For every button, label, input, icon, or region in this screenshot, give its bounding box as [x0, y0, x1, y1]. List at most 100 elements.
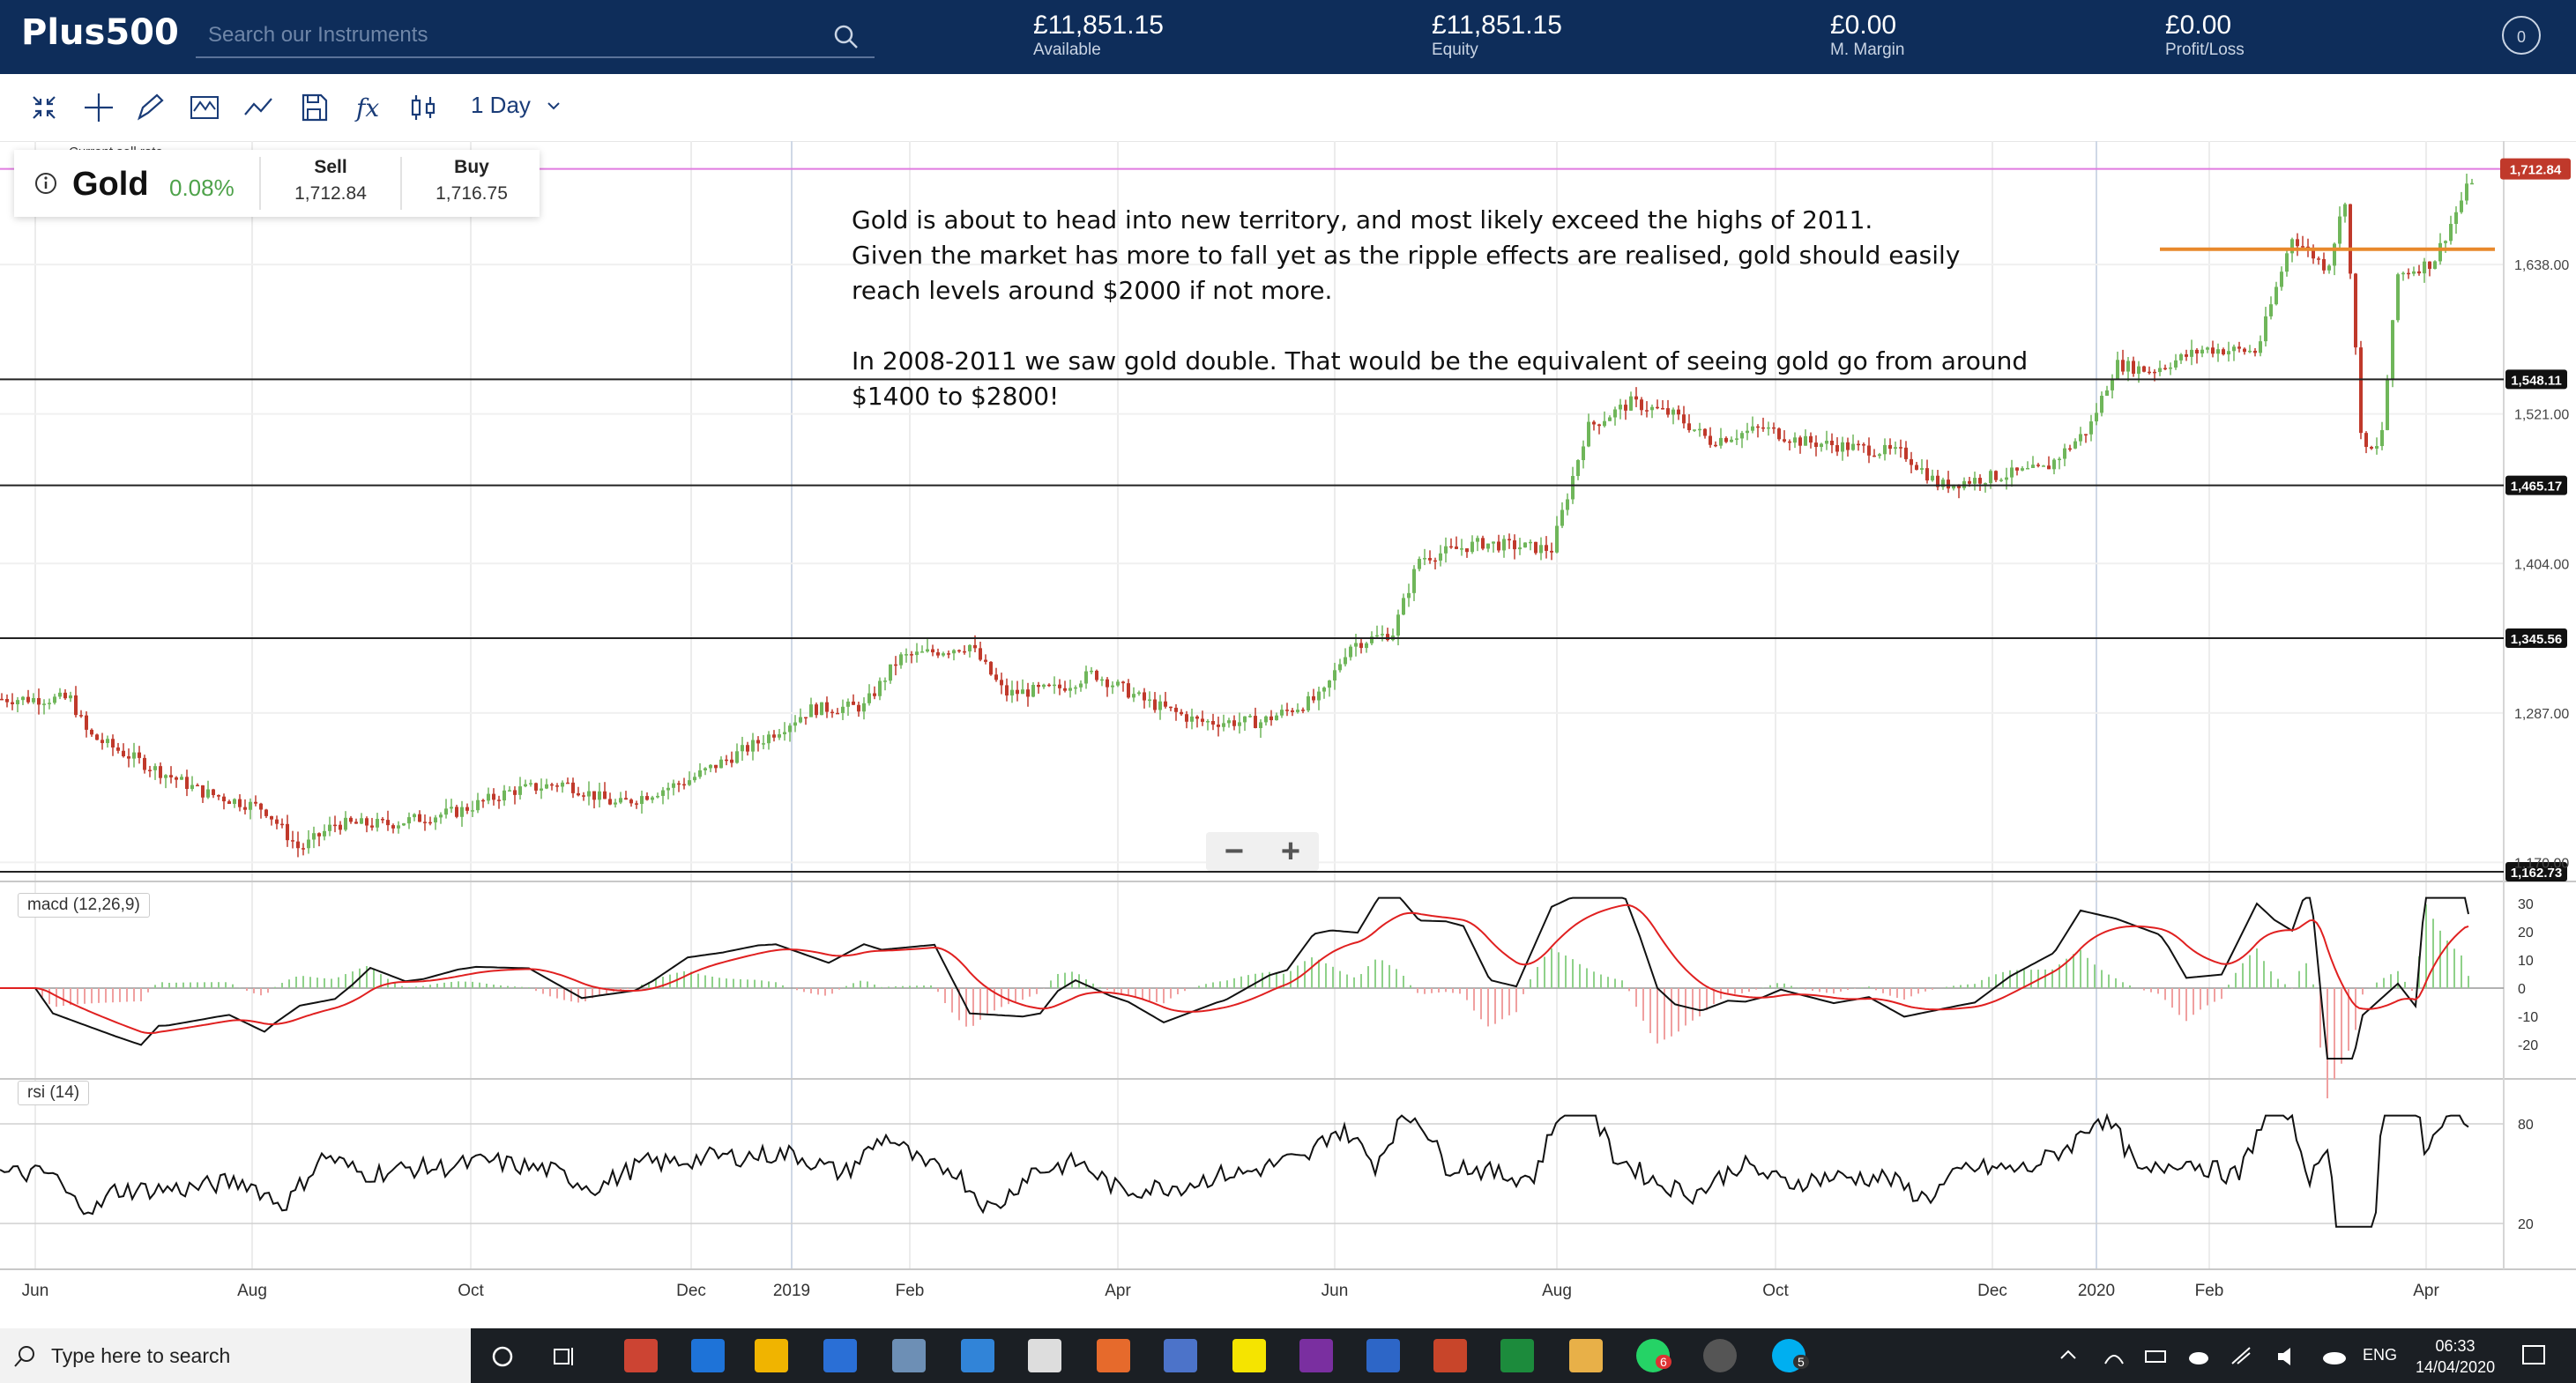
tray-chevron-up-icon[interactable] — [2059, 1348, 2077, 1362]
account-button[interactable]: 0 — [2502, 16, 2541, 55]
app-icon-5[interactable] — [1500, 1339, 1534, 1372]
candle-body — [492, 793, 495, 800]
volume-icon[interactable] — [2274, 1344, 2299, 1369]
search-input[interactable] — [206, 21, 809, 49]
candle-body — [730, 759, 733, 763]
file-explorer-icon[interactable] — [755, 1339, 788, 1372]
candle-body — [603, 791, 607, 799]
sticky-notes-icon[interactable] — [1232, 1339, 1266, 1372]
chevron-down-icon[interactable] — [545, 97, 562, 115]
cloud-icon[interactable] — [2186, 1346, 2211, 1367]
instrument-search[interactable] — [196, 16, 875, 58]
candle-body — [666, 787, 670, 791]
onenote-icon[interactable] — [1299, 1339, 1333, 1372]
firefox-icon[interactable] — [1097, 1339, 1130, 1372]
candle-body — [592, 791, 596, 800]
candle-body — [190, 784, 194, 790]
macd-tick-label: 30 — [2518, 897, 2534, 912]
candle-body — [2380, 429, 2384, 447]
battery-icon[interactable] — [2144, 1346, 2169, 1367]
candle-body — [2349, 204, 2352, 274]
plus500-logo[interactable]: Plus500 — [21, 12, 179, 53]
crosshair-icon[interactable] — [81, 90, 116, 125]
clock-date: 14/04/2020 — [2416, 1358, 2496, 1376]
task-view-icon[interactable] — [552, 1344, 577, 1369]
candle-body — [106, 739, 109, 744]
app-icon-1[interactable] — [624, 1339, 658, 1372]
candle-body — [1248, 716, 1252, 718]
macd-tick-label: -20 — [2518, 1038, 2538, 1053]
candle-body — [32, 698, 35, 703]
sell-button[interactable]: Sell 1,712.84 — [264, 157, 397, 204]
candle-body — [2015, 467, 2019, 471]
rsi-label[interactable]: rsi (14) — [18, 1081, 90, 1105]
store-icon[interactable] — [823, 1339, 857, 1372]
candle-body — [2433, 261, 2437, 269]
search-icon[interactable] — [832, 23, 860, 51]
price-chart[interactable]: 1,548.11 1,465.17 1,345.56 1,162.73 1,712.84… — [0, 0, 2576, 1328]
timeframe-select[interactable]: 1 Day — [471, 92, 531, 118]
candle-body — [2211, 347, 2215, 354]
candlestick-icon[interactable] — [406, 90, 441, 125]
candle-body — [212, 789, 215, 796]
candle-body — [979, 648, 982, 660]
candle-body — [222, 796, 226, 802]
candle-body — [2370, 447, 2373, 449]
candle-body — [1359, 643, 1363, 649]
candle-body — [1587, 421, 1590, 447]
candle-body — [1735, 438, 1738, 440]
time-axis-label: Apr — [2413, 1282, 2439, 1300]
candle-body — [1254, 716, 1257, 728]
candle-body — [2354, 273, 2357, 348]
line-chart-icon[interactable] — [187, 90, 222, 125]
candle-body — [1423, 558, 1426, 560]
candle-body — [1872, 455, 1876, 457]
trend-icon[interactable] — [242, 90, 277, 125]
buy-button[interactable]: Buy 1,716.75 — [406, 157, 538, 204]
app-icon-3[interactable] — [1164, 1339, 1197, 1372]
candle-body — [1238, 722, 1241, 726]
app-icon-4[interactable] — [1366, 1339, 1400, 1372]
taskbar-clock[interactable]: 06:33 14/04/2020 — [2416, 1335, 2495, 1378]
candle-body — [1814, 442, 1818, 447]
candle-body — [2137, 366, 2140, 374]
candle-body — [1328, 680, 1331, 688]
zoom-out-button[interactable]: − — [1224, 833, 1245, 870]
candle-body — [1894, 447, 1897, 450]
onedrive-icon[interactable] — [2320, 1346, 2349, 1367]
macd-label[interactable]: macd (12,26,9) — [18, 893, 150, 918]
candle-body — [95, 734, 99, 740]
language-indicator[interactable]: ENG — [2363, 1346, 2398, 1364]
candle-body — [376, 819, 379, 828]
network-icon[interactable] — [2102, 1344, 2126, 1369]
collapse-icon[interactable] — [26, 90, 62, 125]
candle-body — [328, 824, 331, 831]
function-icon[interactable]: fx — [351, 90, 386, 125]
candle-body — [1111, 685, 1114, 688]
app-icon-7[interactable] — [1703, 1339, 1737, 1372]
zoom-in-button[interactable]: + — [1280, 833, 1301, 870]
wifi-icon[interactable] — [2229, 1344, 2253, 1369]
level-label-box — [2505, 628, 2567, 648]
candle-body — [312, 833, 316, 840]
app-icon-6[interactable] — [1569, 1339, 1603, 1372]
photos-icon[interactable] — [1028, 1339, 1061, 1372]
save-icon[interactable] — [296, 90, 331, 125]
app-icon-2[interactable] — [892, 1339, 926, 1372]
draw-pencil-icon[interactable] — [132, 90, 168, 125]
candle-body — [1354, 643, 1358, 647]
rsi-panel: 80 20 — [0, 1112, 2534, 1232]
notifications-icon[interactable] — [2520, 1342, 2548, 1371]
edge-icon[interactable] — [691, 1339, 725, 1372]
candle-body — [2068, 448, 2072, 450]
candle-body — [587, 791, 591, 797]
taskbar-search[interactable]: Type here to search — [0, 1328, 471, 1383]
mail-icon[interactable] — [961, 1339, 994, 1372]
candle-body — [1338, 664, 1342, 671]
cortana-icon[interactable] — [490, 1344, 515, 1369]
powerpoint-icon[interactable] — [1433, 1339, 1467, 1372]
candle-body — [90, 729, 93, 735]
candle-body — [656, 795, 659, 798]
time-axis-label: 2020 — [2078, 1282, 2115, 1300]
info-icon[interactable] — [34, 171, 58, 196]
